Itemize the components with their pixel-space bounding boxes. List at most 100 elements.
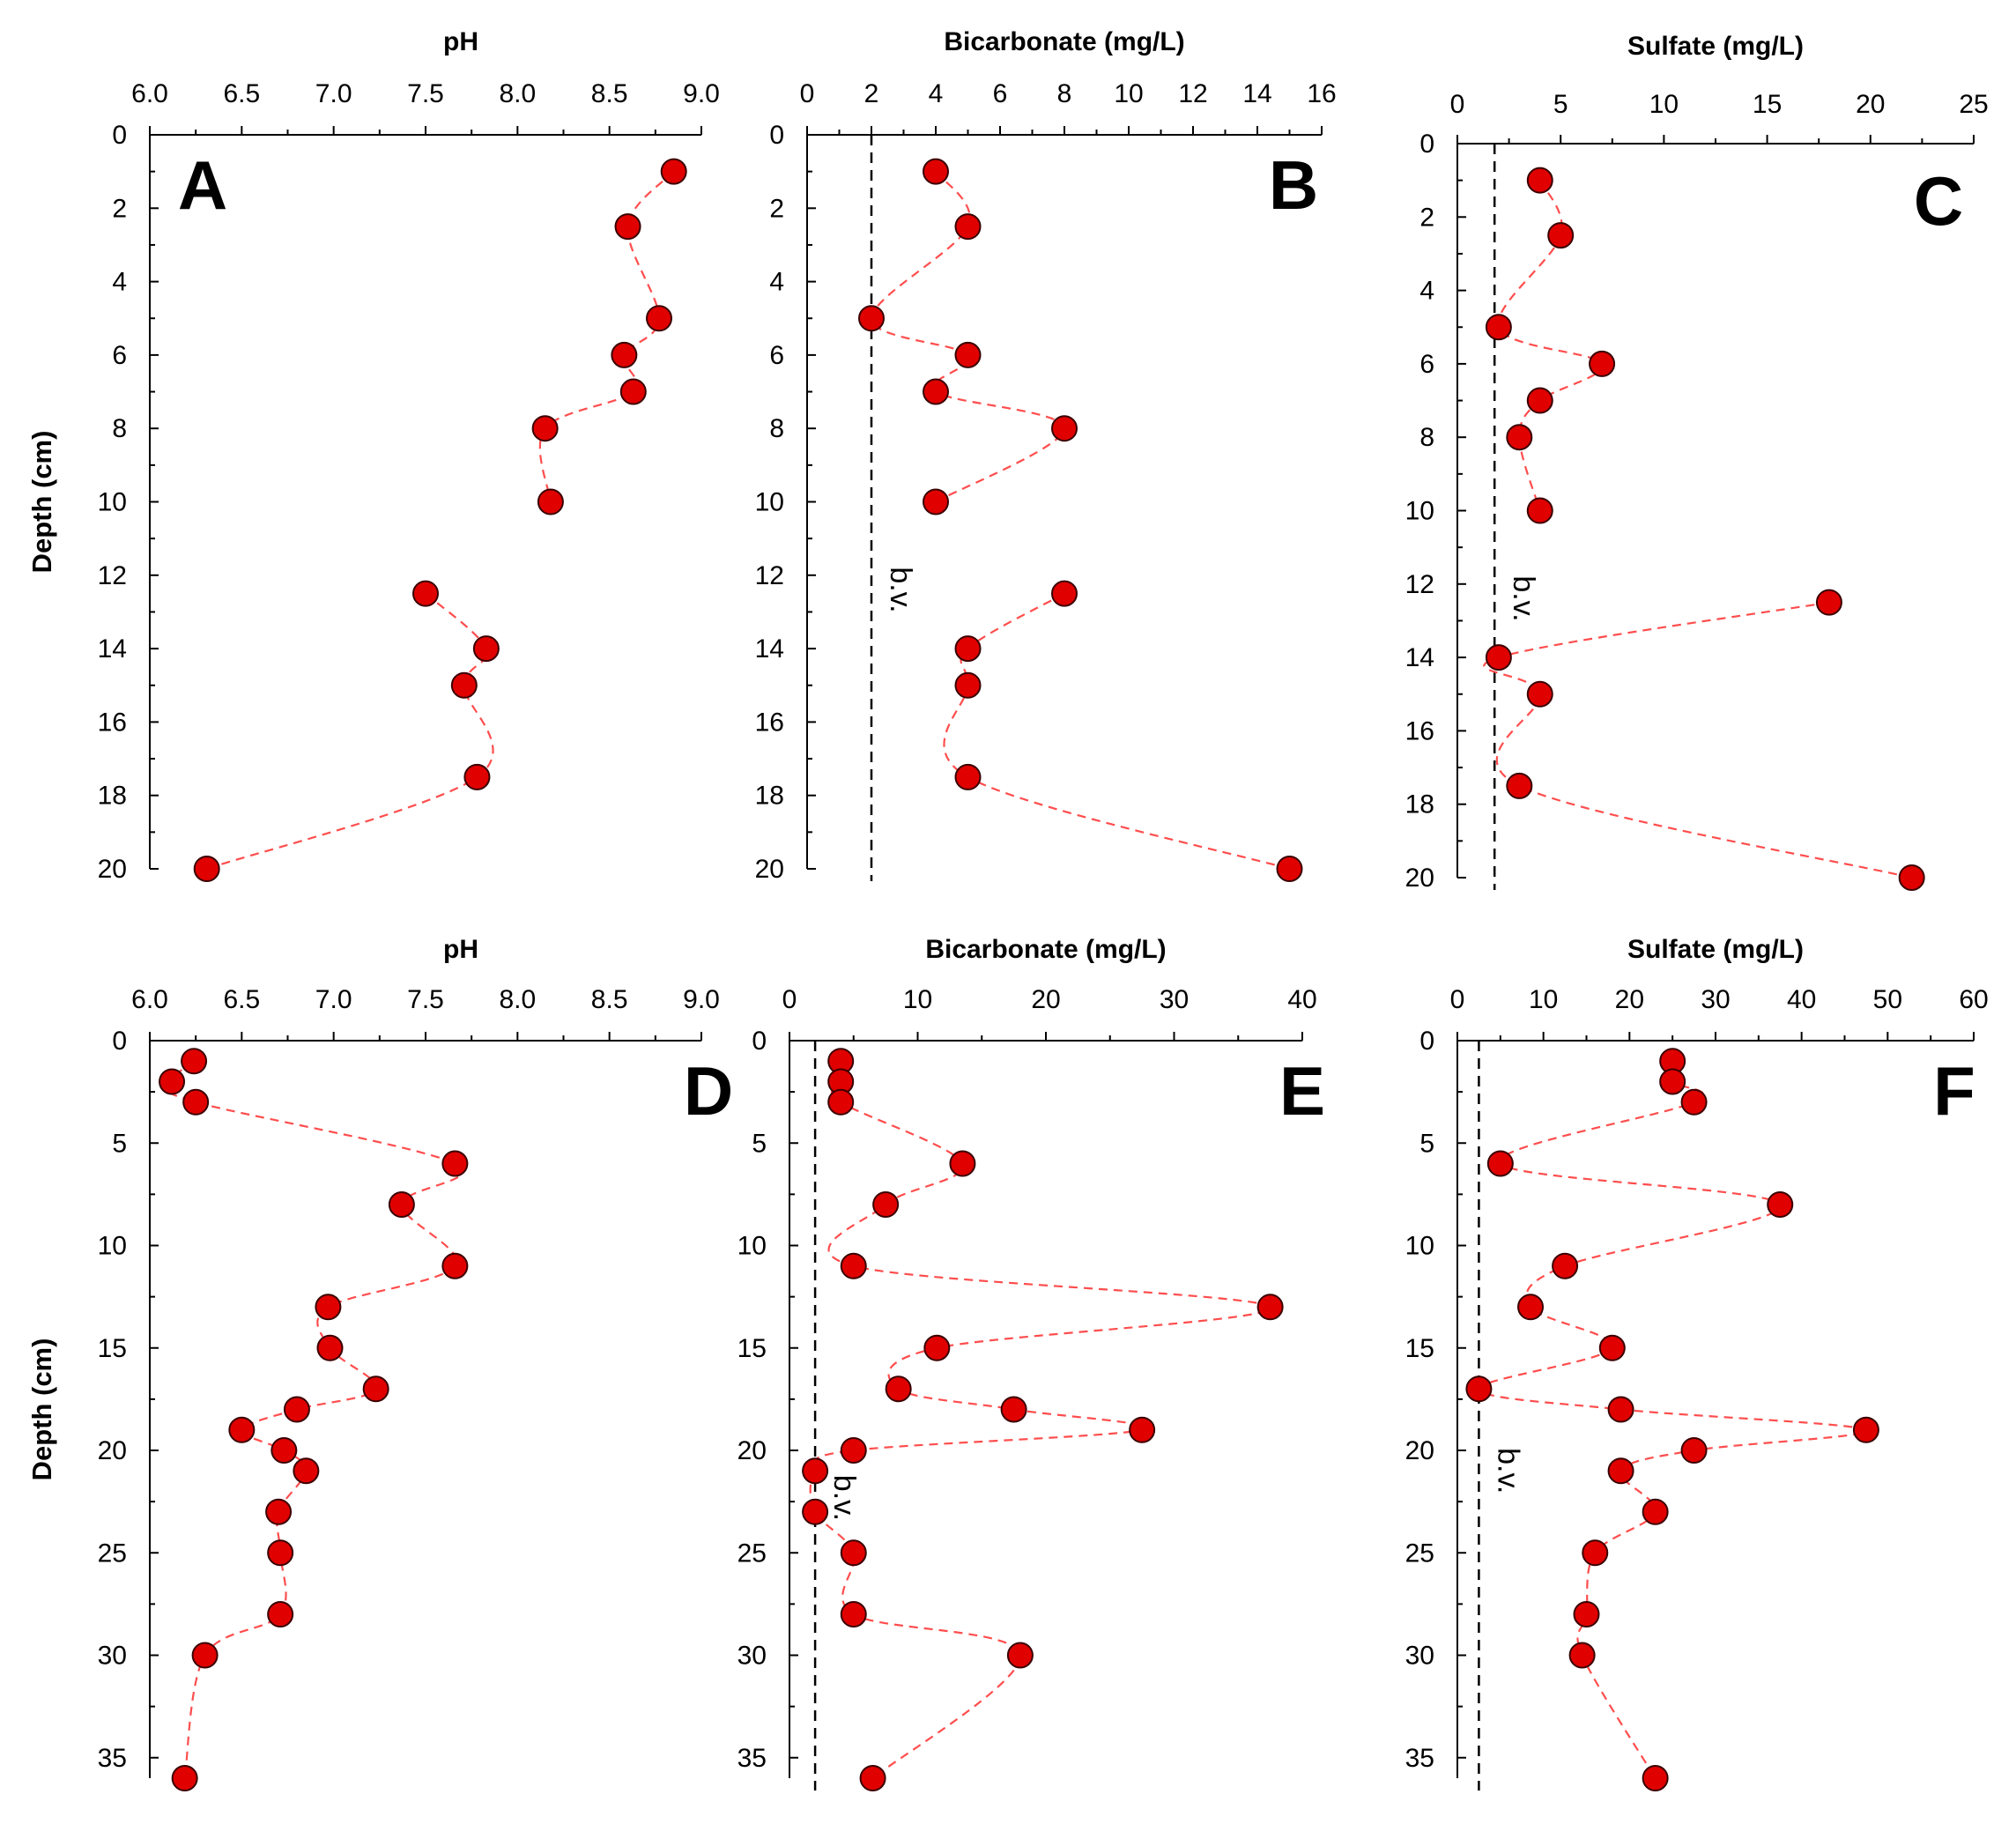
panel-f-data-point [1642,1765,1669,1791]
panel-a-x-tick-label: 8.0 [499,79,536,108]
panel-e-y-tick-label: 15 [737,1334,767,1363]
panel-b-x-tick-label: 14 [1242,79,1271,108]
panel-c-data-point [1589,350,1616,377]
panel-b-y-tick-label: 20 [755,855,784,884]
panel-b-data-point [954,635,982,663]
panel-b-y-tick-label: 16 [755,708,784,737]
panel-c-data-point [1898,864,1925,891]
panel-c-data-point [1815,589,1842,616]
panel-b-y-tick-label: 0 [769,121,784,150]
panel-b-y-tick-label: 14 [755,634,784,664]
panel-a-letter: A [178,146,227,224]
panel-e-y-tick-label: 20 [737,1436,767,1465]
panel-a-data-point [660,158,687,185]
panel-a-y-tick-label: 0 [112,121,127,150]
panel-d-data-point [267,1539,294,1567]
panel-e-data-point [1129,1416,1156,1443]
panel-b-y-tick-label: 12 [755,561,784,590]
panel-a-data-point [619,378,647,405]
panel-b-data-point [923,378,949,405]
panel-c-y-tick-label: 2 [1419,203,1434,232]
panel-f-data-point [1486,1150,1514,1177]
panel-a-y-tick-label: 20 [98,855,127,884]
panel-b-x-title: Bicarbonate (mg/L) [944,27,1184,56]
panel-c-y-tick-label: 6 [1419,350,1434,379]
panel-a: pH Depth (cm) A 6.0 6.5 7.0 7.5 8.0 8.5 9.0 0 2 4… [26,27,720,884]
panel-a-x-tick-label: 7.5 [407,79,444,108]
panel-a-data-point [463,763,491,790]
panel-d-y-tick-label: 5 [112,1129,127,1158]
panel-c-y-tick-label: 16 [1405,716,1434,745]
panel-b-y-tick-label: 10 [755,488,784,517]
panel-f-y-tick-label: 35 [1405,1744,1434,1773]
panel-c-data-point [1506,424,1533,451]
panel-d-y-tick-label: 30 [98,1642,127,1671]
panel-a-y-tick-label: 8 [112,414,127,443]
panel-d-y-title: Depth (cm) [26,1338,57,1481]
panel-f-x-tick-label: 40 [1787,985,1816,1014]
panel-c-y-tick-label: 10 [1405,497,1434,526]
panel-b-data-point [923,158,949,185]
panel-d-data-point [267,1601,294,1628]
panel-a-x-tick-label: 6.5 [223,79,260,108]
panel-c-data-point [1485,644,1512,671]
panel-a-x-tick-label: 7.0 [315,79,352,108]
panel-d-data-point [228,1416,256,1443]
panel-b: Bicarbonate (mg/L) B b.v. 0 2 4 6 8 10 12 14 16 0… [755,27,1337,884]
panel-b-x-tick-label: 0 [800,79,815,108]
panel-f-x-tick-label: 20 [1615,985,1644,1014]
panel-d-data-point [362,1375,389,1403]
panel-e-data-point [802,1498,829,1525]
panel-e-bv-label: b.v. [827,1475,861,1521]
panel-e-data-point [1256,1294,1284,1321]
panel-b-data-point [1051,415,1078,442]
panel-f-y-tick-label: 25 [1405,1539,1434,1568]
panel-c-data-point [1526,167,1553,194]
panel-e-data-point [840,1437,867,1464]
panel-d-data-point [182,1088,210,1116]
panel-e-series-line [809,1061,1271,1779]
panel-e-data-point [840,1539,867,1567]
panel-c-x-tick-label: 25 [1959,90,1988,119]
panel-c-y-tick-label: 0 [1419,130,1434,159]
panel-a-data-point [450,671,478,699]
panel-b-x-tick-label: 10 [1114,79,1143,108]
panel-a-y-tick-label: 18 [98,782,127,811]
panel-d-data-point [191,1642,219,1669]
panel-a-x-tick-label: 6.0 [131,79,168,108]
panel-e-y-tick-label: 25 [737,1539,767,1568]
panel-a-y-tick-label: 6 [112,341,127,370]
panel-c-y-tick-label: 18 [1405,790,1434,819]
panel-f-y-tick-label: 0 [1419,1027,1434,1056]
panel-a-series-line [206,592,494,871]
panel-e-x-tick-label: 10 [903,985,932,1014]
panel-c-y-tick-label: 14 [1405,643,1434,672]
panel-b-x-tick-label: 8 [1057,79,1072,108]
panel-f-y-tick-label: 10 [1405,1232,1434,1261]
panel-c-y-tick-label: 12 [1405,570,1434,599]
panel-c-data-point [1547,222,1575,249]
panel-a-data-point [614,213,641,241]
panel-a-data-point [472,635,500,663]
panel-e-data-point [802,1457,829,1485]
panel-a-y-tick-label: 14 [98,634,127,664]
panel-d-x-tick-label: 8.5 [591,985,628,1014]
panel-f-x-tick-label: 10 [1529,985,1558,1014]
panel-e-y-tick-label: 5 [752,1129,767,1158]
panel-f-data-point [1598,1334,1626,1361]
panel-e-data-point [1000,1396,1027,1423]
panel-e-y-tick-label: 35 [737,1744,767,1773]
panel-e-data-point [885,1375,912,1403]
panel-a-y-tick-label: 10 [98,488,127,517]
panel-f-data-point [1642,1498,1669,1525]
panel-d-data-point [315,1294,342,1321]
panel-d-data-point [171,1765,198,1791]
panel-b-data-point [923,488,949,515]
panel-c: Sulfate (mg/L) C b.v. 0 5 10 15 20 25 0 2 4 6 8 10 1… [1405,32,1989,893]
panel-f-x-tick-label: 0 [1450,985,1465,1014]
panel-f-series-line [1478,1061,1868,1779]
panel-b-data-point [954,763,982,790]
panel-d-x-tick-label: 8.0 [499,985,536,1014]
panel-f-letter: F [1933,1052,1975,1130]
